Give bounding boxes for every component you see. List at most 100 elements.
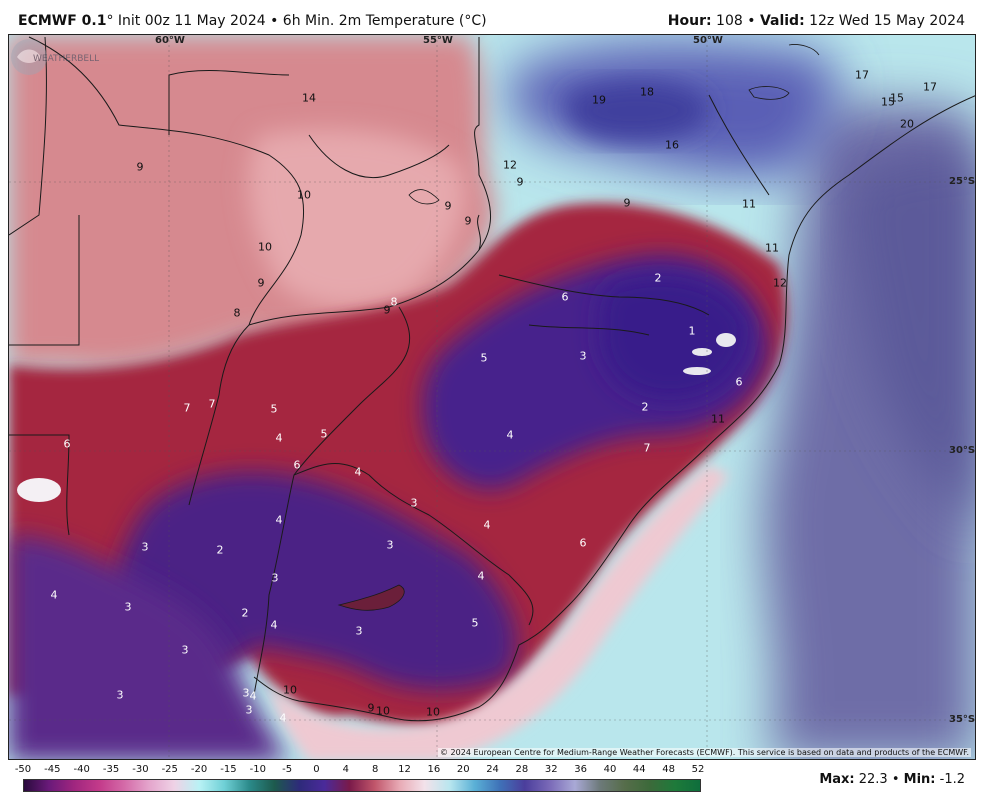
valid-value: 12z Wed 15 May 2024 — [804, 13, 965, 29]
temperature-value-label: 9 — [367, 701, 375, 715]
lat-35-label: 35°S — [949, 714, 976, 725]
colorbar-tick: -20 — [190, 764, 208, 775]
header: ECMWF 0.1° Init 00z 11 May 2024 • 6h Min… — [0, 0, 984, 36]
colorbar-tick: 0 — [313, 764, 320, 775]
reservoir — [408, 189, 440, 205]
temperature-value-label: 2 — [241, 606, 249, 620]
model-name: ECMWF 0.1 — [18, 13, 107, 29]
temperature-value-label: 4 — [483, 518, 491, 532]
temperature-value-label: 2 — [641, 400, 649, 414]
min-label: Min: — [903, 772, 936, 787]
temperature-value-label: 17 — [855, 68, 869, 82]
colorbar-tick: -50 — [14, 764, 32, 775]
temperature-value-label: 20 — [900, 117, 914, 131]
ocean-core-region — [846, 149, 975, 533]
colorbar-tick: -5 — [282, 764, 293, 775]
cold-patch-1 — [716, 333, 736, 347]
temperature-value-label: 6 — [561, 290, 569, 304]
colorbar-tick: -10 — [249, 764, 266, 775]
temperature-value-label: 17 — [923, 80, 937, 94]
temperature-value-label: 3 — [181, 643, 189, 657]
warm-patch-west — [17, 478, 61, 502]
temperature-value-label: 4 — [275, 513, 283, 527]
temperature-value-label: 7 — [208, 397, 216, 411]
colorbar-tick: 4 — [342, 764, 349, 775]
temperature-value-label: 3 — [141, 540, 149, 554]
temperature-value-label: 3 — [124, 600, 132, 614]
coastline — [253, 95, 975, 722]
colorbar-tick-labels: -50 -45 -40 -35 -30 -25 -20 -15 -10 -5 0 4 8 12 16 20 24… — [0, 764, 984, 778]
temperature-value-label: 10 — [297, 188, 311, 202]
temperature-value-label: 9 — [516, 175, 524, 189]
colorbar-tick: -35 — [102, 764, 120, 775]
colorbar-tick: -30 — [132, 764, 149, 775]
temperature-value-label: 12 — [503, 158, 517, 172]
temperature-value-label: 9 — [136, 160, 144, 174]
temperature-value-label: 3 — [355, 624, 363, 638]
coldest-core — [599, 275, 749, 401]
temperature-value-label: 11 — [765, 241, 779, 255]
colorbar-tick: 16 — [427, 764, 441, 775]
temperature-value-label: 12 — [773, 276, 787, 290]
copyright-notice: © 2024 European Centre for Medium-Range … — [438, 748, 971, 757]
temperature-value-label: 5 — [480, 351, 488, 365]
paraguay-warm — [248, 129, 466, 308]
colorbar-tick: -15 — [220, 764, 237, 775]
temperature-value-label: 6 — [293, 458, 301, 472]
colorbar-tick: 28 — [515, 764, 529, 775]
temperature-value-label: 11 — [711, 412, 725, 426]
colorbar-tick: -25 — [161, 764, 178, 775]
temperature-value-label: 3 — [410, 496, 418, 510]
temperature-value-label: 4 — [477, 569, 485, 583]
coastal-pale-band — [269, 465, 729, 759]
temperature-value-label: 10 — [426, 705, 440, 719]
temperature-value-label: 3 — [386, 538, 394, 552]
temperature-value-label: 3 — [116, 688, 124, 702]
temperature-colorbar — [23, 779, 701, 792]
temperature-value-label: 2 — [216, 543, 224, 557]
run-info: ° Init 00z 11 May 2024 • 6h Min. 2m Temp… — [106, 13, 487, 29]
temperature-value-label: 2 — [654, 271, 662, 285]
temperature-value-label: 15 — [881, 95, 895, 109]
temperature-value-label: 3 — [245, 703, 253, 717]
temperature-value-label: 5 — [270, 402, 278, 416]
lat-30-label: 30°S — [949, 445, 976, 456]
colorbar-tick: 8 — [371, 764, 379, 775]
max-value: 22.3 • — [854, 772, 904, 787]
colorbar-tick: 48 — [662, 764, 676, 775]
temperature-value-label: 8 — [233, 306, 241, 320]
hour-label: Hour: — [667, 13, 712, 29]
valid-label: Valid: — [759, 13, 805, 29]
max-label: Max: — [819, 772, 855, 787]
temperature-value-label: 9 — [623, 196, 631, 210]
temperature-value-label: 14 — [302, 91, 316, 105]
lon-55-label: 55°W — [423, 35, 453, 46]
lon-60-label: 60°W — [155, 35, 185, 46]
bay-islands — [748, 86, 790, 100]
temperature-value-label: 6 — [735, 375, 743, 389]
temperature-value-label: 6 — [63, 437, 71, 451]
colorbar-tick: 36 — [574, 764, 587, 775]
bay-north — [788, 44, 820, 56]
temperature-value-label: 18 — [640, 85, 654, 99]
temperature-value-label: 15 — [890, 91, 904, 105]
lat-25-label: 25°S — [949, 176, 976, 187]
run-title: ECMWF 0.1° Init 00z 11 May 2024 • 6h Min… — [18, 13, 487, 29]
colorbar-tick: 32 — [544, 764, 558, 775]
max-min-readout: Max: 22.3 • Min: -1.2 — [819, 772, 965, 787]
temperature-value-label: 4 — [275, 431, 283, 445]
temperature-value-label: 9 — [257, 276, 265, 290]
temperature-value-label: 9 — [444, 199, 452, 213]
temperature-value-label: 8 — [390, 295, 398, 309]
colorbar-tick: 20 — [456, 764, 470, 775]
colorbar-tick: 24 — [486, 764, 499, 775]
cold-argentina — [9, 535, 288, 759]
temperature-value-label: 4 — [506, 428, 514, 442]
temperature-value-label: 3 — [271, 571, 279, 585]
temperature-value-label: 3 — [242, 686, 250, 700]
hour-value: 108 • — [711, 13, 760, 29]
temperature-value-label: 10 — [376, 704, 390, 718]
temperature-value-label: 10 — [258, 240, 272, 254]
temperature-map[interactable]: 60°W 55°W 50°W 25°S 30°S 35°S 14 19 18 17 17… — [8, 34, 976, 760]
temperature-value-label: 4 — [270, 618, 278, 632]
